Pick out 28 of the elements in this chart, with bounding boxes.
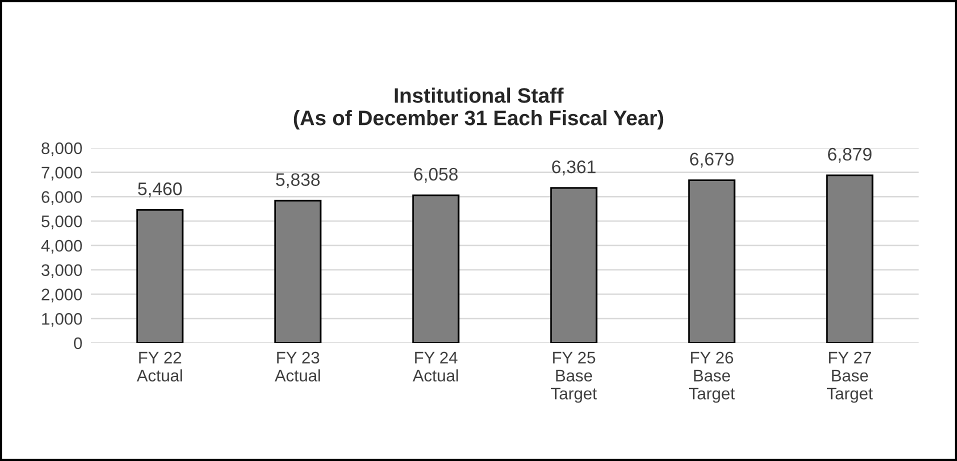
chart-title: Institutional Staff (As of December 31 Each Fiscal Year) (294, 88, 664, 130)
y-tick-label: 2,000 (42, 288, 82, 302)
data-label: 5,460 (138, 182, 182, 198)
bar (136, 209, 184, 343)
bar (826, 174, 874, 343)
data-label: 5,838 (276, 173, 320, 188)
y-tick-label: 7,000 (42, 166, 82, 181)
y-tick-label: 5,000 (42, 216, 82, 230)
data-label: 6,058 (414, 168, 458, 183)
data-label: 6,679 (690, 152, 734, 168)
y-tick-label: 4,000 (41, 240, 82, 254)
x-tick-label: FY 26 Base Target (688, 352, 735, 403)
data-label: 6,361 (552, 160, 596, 176)
x-tick-label: FY 24 Actual (412, 352, 458, 382)
y-tick-label: 8,000 (42, 142, 82, 156)
x-tick-label: FY 25 Base Target (551, 352, 597, 403)
y-tick-label: 1,000 (42, 313, 82, 327)
bar (412, 194, 460, 343)
y-tick-label: 6,000 (42, 191, 82, 205)
data-label: 6,879 (828, 148, 872, 163)
x-tick-label: FY 27 Base Target (826, 352, 873, 403)
bar (550, 187, 598, 343)
y-tick-label: 0 (74, 337, 82, 350)
x-tick-label: FY 22 Actual (136, 352, 182, 382)
x-tick-label: FY 23 Actual (274, 352, 320, 382)
bar (688, 179, 736, 343)
y-tick-label: 3,000 (42, 264, 82, 278)
bar (274, 200, 322, 343)
